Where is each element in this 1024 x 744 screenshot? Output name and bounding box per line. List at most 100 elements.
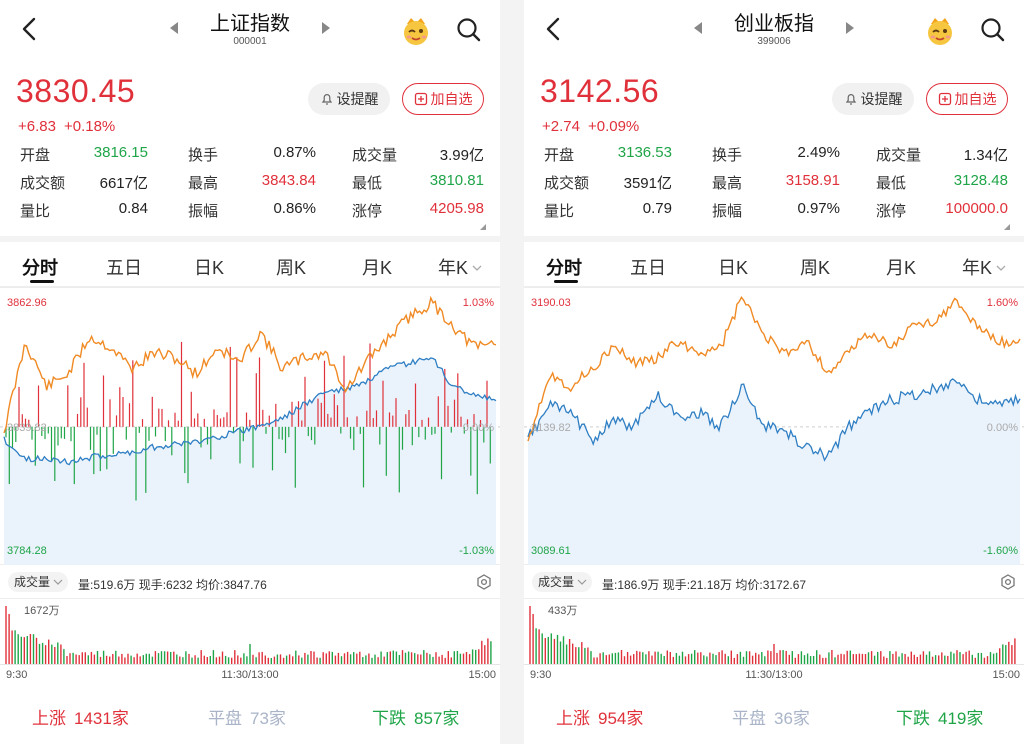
price-change: +6.83 +0.18% <box>18 118 123 135</box>
add-watchlist-button[interactable]: 加自选 <box>402 83 484 115</box>
stat-label: 涨停 <box>352 203 383 220</box>
tab-period[interactable]: 周K <box>276 258 307 278</box>
breadth-down-label: 下跌 <box>372 709 406 728</box>
section-separator <box>524 236 1024 242</box>
stat-value: 0.87% <box>273 144 316 161</box>
breadth-down[interactable]: 下跌 857家 <box>372 704 459 729</box>
breadth-up[interactable]: 上涨 954家 <box>556 704 643 729</box>
prev-index-arrow-icon[interactable] <box>170 22 178 34</box>
mascot-crown-icon[interactable] <box>924 14 956 46</box>
chevron-down-icon[interactable] <box>996 264 1006 272</box>
stat-label: 最高 <box>712 175 743 192</box>
period-tabs: 分时 五日 日K 周K 月K 年K <box>524 246 1024 286</box>
index-name: 上证指数 <box>210 13 290 35</box>
stat-label: 量比 <box>544 203 575 220</box>
chevron-left-icon <box>22 17 36 41</box>
volume-header: 成交量 量:519.6万 现手:6232 均价:3847.76 <box>0 570 500 596</box>
time-end-label: 15:00 <box>468 669 496 681</box>
time-end-label: 15:00 <box>992 669 1020 681</box>
tab-period[interactable]: 年K <box>962 258 993 278</box>
search-icon <box>457 18 481 42</box>
stat-label: 开盘 <box>544 147 575 164</box>
y-axis-high-label: 3190.03 <box>531 297 571 309</box>
stat-value: 3591亿 <box>623 175 672 192</box>
average-price-line <box>527 378 1021 462</box>
breadth-up-value: 954家 <box>598 709 644 728</box>
stats-row: 成交额 6617亿 最高 3843.84 最低 3810.81 <box>0 172 500 196</box>
market-breadth: 上涨 954家 平盘 36家 下跌 419家 <box>524 700 1024 730</box>
chevron-down-icon[interactable] <box>472 264 482 272</box>
stat-value: 6617亿 <box>99 175 148 192</box>
tab-period[interactable]: 五日 <box>106 258 142 278</box>
tab-period[interactable]: 分时 <box>546 258 582 278</box>
y-axis-low-label: 3089.61 <box>531 545 571 557</box>
breadth-down-value: 419家 <box>938 709 984 728</box>
tab-period[interactable]: 五日 <box>630 258 666 278</box>
stat-label: 换手 <box>712 147 743 164</box>
stat-value: 2.49% <box>797 144 840 161</box>
tab-period[interactable]: 日K <box>718 258 749 278</box>
active-tab-indicator <box>554 280 578 283</box>
volume-selector-label: 成交量 <box>538 575 575 589</box>
pct-high-label: 1.60% <box>987 297 1018 309</box>
gear-icon <box>477 574 491 590</box>
volume-indicator-selector[interactable]: 成交量 <box>532 572 592 592</box>
right-index-panel: 创业板指 399006 3142.56 +2.74 +0.09% 设提醒 加自选 开盘 3136… <box>524 0 1024 744</box>
breadth-flat[interactable]: 平盘 73家 <box>208 704 286 729</box>
next-index-arrow-icon[interactable] <box>322 22 330 34</box>
mascot-crown-icon[interactable] <box>400 14 432 46</box>
volume-chart[interactable]: 433万 9:30 11:30/13:00 15:00 <box>524 598 1024 684</box>
stat-value: 1.34亿 <box>963 147 1008 164</box>
stat-value: 0.84 <box>118 200 148 217</box>
expand-corner-icon[interactable] <box>480 224 486 230</box>
time-start-label: 9:30 <box>530 669 551 681</box>
stat-value: 0.86% <box>273 200 316 217</box>
period-tabs: 分时 五日 日K 周K 月K 年K <box>0 246 500 286</box>
tab-period[interactable]: 周K <box>800 258 831 278</box>
breadth-up-value: 1431家 <box>74 709 129 728</box>
tab-period[interactable]: 年K <box>438 258 469 278</box>
price-change: +2.74 +0.09% <box>542 118 647 135</box>
search-button[interactable] <box>978 15 1008 45</box>
stat-value: 3136.53 <box>617 144 672 161</box>
gear-icon <box>1001 574 1015 590</box>
volume-indicator-selector[interactable]: 成交量 <box>8 572 68 592</box>
search-button[interactable] <box>454 15 484 45</box>
settings-button[interactable] <box>1000 574 1016 590</box>
back-button[interactable] <box>16 14 44 44</box>
volume-max-label: 433万 <box>548 605 577 617</box>
stat-label: 振幅 <box>188 203 219 220</box>
stat-label: 涨停 <box>876 203 907 220</box>
settings-button[interactable] <box>476 574 492 590</box>
prev-index-arrow-icon[interactable] <box>694 22 702 34</box>
volume-chart[interactable]: 1672万 9:30 11:30/13:00 15:00 <box>0 598 500 684</box>
tab-period[interactable]: 日K <box>194 258 225 278</box>
expand-corner-icon[interactable] <box>1004 224 1010 230</box>
bell-icon <box>845 94 856 105</box>
breadth-up[interactable]: 上涨 1431家 <box>32 704 129 729</box>
back-button[interactable] <box>540 14 568 44</box>
left-index-panel: 上证指数 000001 3830.45 +6.83 +0.18% 设提醒 加自选 开盘 3816… <box>0 0 500 744</box>
next-index-arrow-icon[interactable] <box>846 22 854 34</box>
intraday-chart[interactable]: 3190.03 3139.82 3089.61 1.60% 0.00% -1.60% <box>524 287 1024 565</box>
tab-period[interactable]: 分时 <box>22 258 58 278</box>
breadth-down-label: 下跌 <box>896 709 930 728</box>
stats-row: 量比 0.84 振幅 0.86% 涨停 4205.98 <box>0 200 500 224</box>
breadth-down[interactable]: 下跌 419家 <box>896 704 983 729</box>
tab-period[interactable]: 月K <box>886 258 917 278</box>
add-watchlist-button[interactable]: 加自选 <box>926 83 1008 115</box>
index-code: 000001 <box>233 36 267 47</box>
set-alert-label: 设提醒 <box>860 91 903 107</box>
plus-box-icon <box>938 92 951 106</box>
breadth-flat[interactable]: 平盘 36家 <box>732 704 810 729</box>
change-absolute: +6.83 <box>18 118 56 135</box>
tab-period[interactable]: 月K <box>362 258 393 278</box>
avg-area-fill <box>4 358 496 565</box>
volume-selector-label: 成交量 <box>14 575 51 589</box>
stat-value: 3.99亿 <box>439 147 484 164</box>
set-alert-button[interactable]: 设提醒 <box>308 83 390 115</box>
top-bar: 上证指数 000001 <box>0 0 500 58</box>
intraday-chart[interactable]: 3862.96 3839.82 3784.28 1.03% 0.00% -1.03% <box>0 287 500 565</box>
stat-label: 成交额 <box>544 175 590 192</box>
set-alert-button[interactable]: 设提醒 <box>832 83 914 115</box>
